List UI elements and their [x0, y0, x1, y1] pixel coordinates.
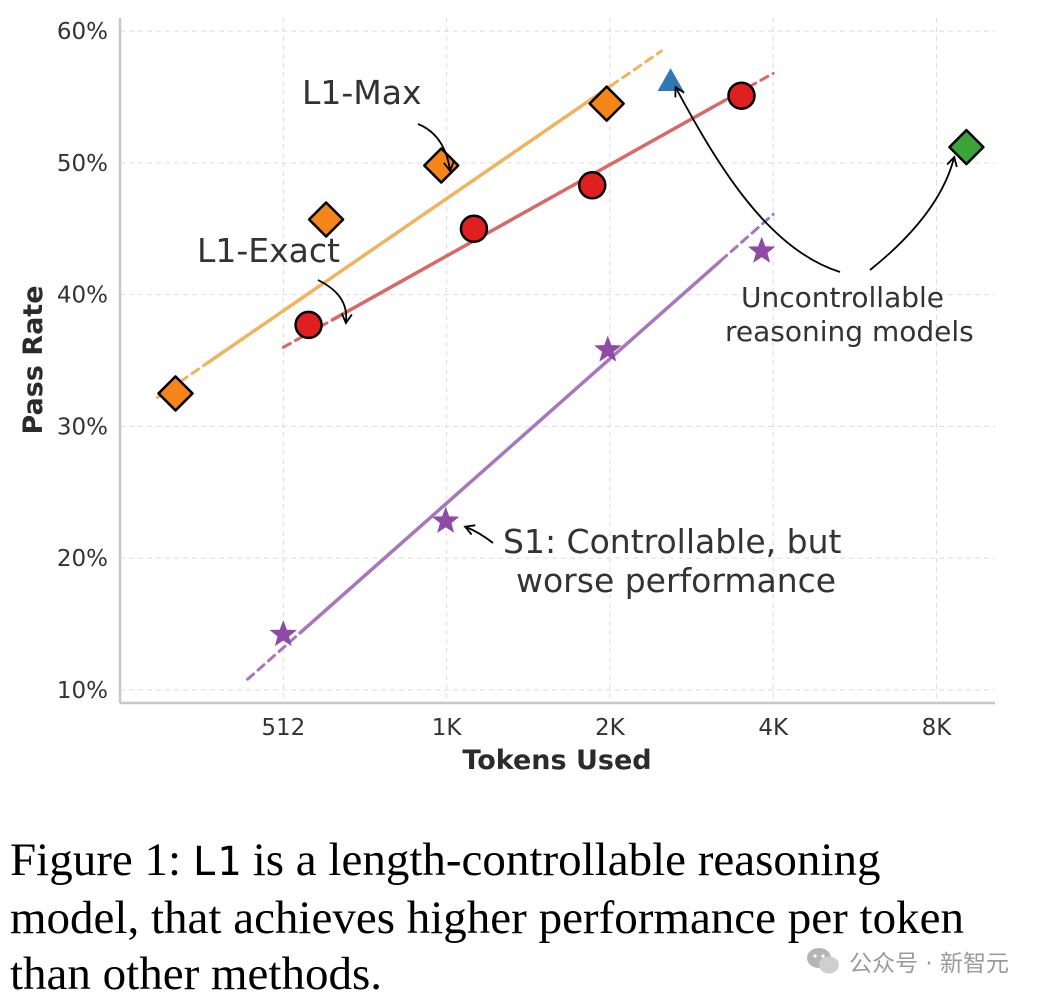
arrow-uncontrollable-triangle: [674, 85, 841, 273]
data-point-star: [431, 506, 460, 533]
x-tick-label: 8K: [922, 715, 953, 741]
trend-line: [206, 83, 613, 365]
data-point-circle: [727, 81, 756, 110]
data-point-circle: [459, 214, 489, 244]
x-tick-label: 2K: [595, 715, 626, 741]
trend-line: [298, 259, 723, 635]
caption-prefix: Figure 1:: [10, 834, 193, 886]
data-point-diamond: [588, 85, 625, 122]
chart-figure: 10% 20% 30% 40% 50% 60% 512 1K 2K 4K 8K Tokens Used…: [18, 18, 995, 776]
y-tick-label: 30%: [57, 414, 108, 440]
trend-line-dashed-start: [246, 631, 302, 681]
x-axis-title: Tokens Used: [462, 745, 651, 776]
y-tick-label: 40%: [57, 283, 108, 309]
y-tick-label: 20%: [57, 546, 108, 572]
data-point-circle: [294, 310, 323, 340]
x-tick-label: 512: [261, 715, 305, 741]
chart-svg: 10% 20% 30% 40% 50% 60% 512 1K 2K 4K 8K Tokens Used…: [18, 18, 995, 776]
data-point-triangle: [657, 68, 684, 91]
label-uncontrollable-line2: reasoning models: [725, 315, 974, 348]
y-tick-label: 50%: [57, 151, 108, 177]
y-tick-label: 60%: [57, 19, 108, 45]
y-tick-label: 10%: [57, 678, 108, 704]
label-l1-exact: L1-Exact: [197, 231, 340, 270]
trend-line-dashed-end: [609, 49, 664, 88]
data-point-diamond: [307, 201, 345, 238]
data-point-diamond: [423, 147, 460, 184]
data-point-star: [747, 236, 776, 263]
data-point-diamond: [948, 128, 985, 166]
trend-line: [330, 98, 726, 322]
trend-line-dashed-start: [155, 361, 210, 399]
label-l1-max: L1-Max: [302, 73, 422, 112]
arrow-uncontrollable-diamond: [869, 155, 958, 271]
data-point-star: [594, 335, 622, 362]
wechat-icon: [807, 948, 840, 974]
arrow-l1-max: [417, 123, 455, 173]
arrow-l1-exact: [317, 279, 353, 325]
label-s1-line1: S1: Controllable, but: [503, 522, 841, 561]
label-s1-line2: worse performance: [516, 561, 836, 600]
data-point-circle: [577, 171, 607, 200]
watermark-text: 公众号 · 新智元: [849, 951, 1009, 977]
watermark: 公众号 · 新智元: [805, 944, 1009, 978]
caption-model-name: L1: [192, 839, 241, 885]
x-tick-label: 4K: [758, 715, 789, 741]
caption-text: is a length-controllable reasoning model…: [10, 834, 964, 1000]
label-uncontrollable-line1: Uncontrollable: [741, 281, 944, 314]
arrow-s1: [463, 524, 494, 544]
y-axis-title: Pass Rate: [18, 285, 49, 434]
figure-caption: Figure 1: L1 is a length-controllable re…: [10, 832, 1020, 1002]
data-point-diamond: [157, 375, 194, 412]
data-point-star: [269, 620, 298, 647]
x-tick-label: 1K: [432, 715, 463, 741]
